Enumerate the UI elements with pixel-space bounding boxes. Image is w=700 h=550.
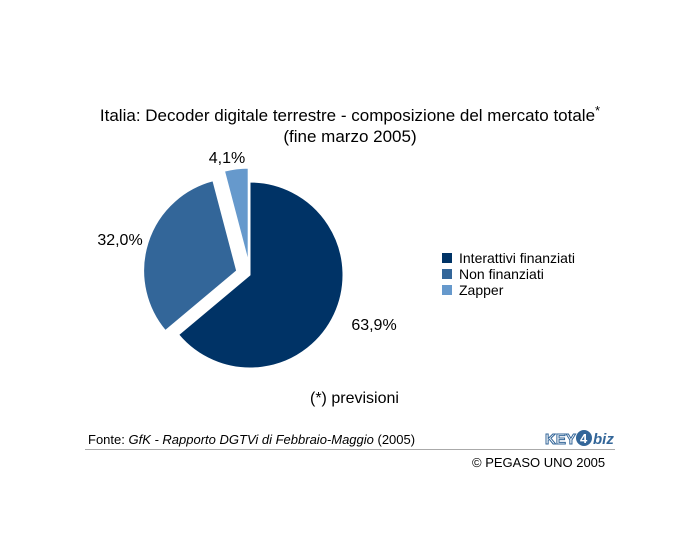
slice-label-zapper: 4,1% xyxy=(209,150,245,167)
pie-slices xyxy=(143,167,344,369)
legend-label: Non finanziati xyxy=(459,266,544,282)
legend-item: Interattivi finanziati xyxy=(442,250,575,266)
logo-key: KEY xyxy=(545,431,576,448)
chart-title-text: Italia: Decoder digitale terrestre - com… xyxy=(99,106,596,125)
pie-slice-zapper xyxy=(223,167,249,262)
forecast-note: (*) previsioni xyxy=(310,390,399,408)
chart-subtitle: (fine marzo 2005) xyxy=(283,127,417,146)
key4biz-logo: KEY 4 biz xyxy=(545,430,614,448)
slice-label-non-finanziati: 32,0% xyxy=(97,232,142,249)
legend-label: Zapper xyxy=(459,282,504,298)
legend-swatch xyxy=(442,285,452,295)
source-prefix: Fonte: xyxy=(88,432,129,447)
copyright: © PEGASO UNO 2005 xyxy=(472,455,606,470)
note-marker: (*) xyxy=(310,390,327,407)
footer-divider xyxy=(85,449,615,450)
logo-biz: biz xyxy=(593,431,614,448)
source-year: (2005) xyxy=(373,432,416,447)
source-work: GfK - Rapporto DGTVi di Febbraio-Maggio xyxy=(128,432,374,447)
slice-label-interattivi-finanziati: 63,9% xyxy=(351,317,396,334)
chart-title: Italia: Decoder digitale terrestre - com… xyxy=(85,100,615,147)
note-text: previsioni xyxy=(331,390,399,407)
logo-badge xyxy=(576,430,592,446)
legend: Interattivi finanziati Non finanziati Zapp… xyxy=(442,250,575,298)
legend-label: Interattivi finanziati xyxy=(459,250,575,266)
pie-slice-non-finanziati xyxy=(143,180,238,332)
legend-swatch xyxy=(442,269,452,279)
chart-title-asterisk: * xyxy=(595,103,601,118)
legend-swatch xyxy=(442,253,452,263)
source-line: Fonte: GfK - Rapporto DGTVi di Febbraio-… xyxy=(88,432,415,447)
logo-four: 4 xyxy=(580,431,588,446)
pie-labels: 63,9% 32,0% 4,1% xyxy=(97,150,396,334)
legend-item: Zapper xyxy=(442,282,575,298)
legend-item: Non finanziati xyxy=(442,266,575,282)
pie-slice-interattivi-finanziati xyxy=(178,181,344,369)
